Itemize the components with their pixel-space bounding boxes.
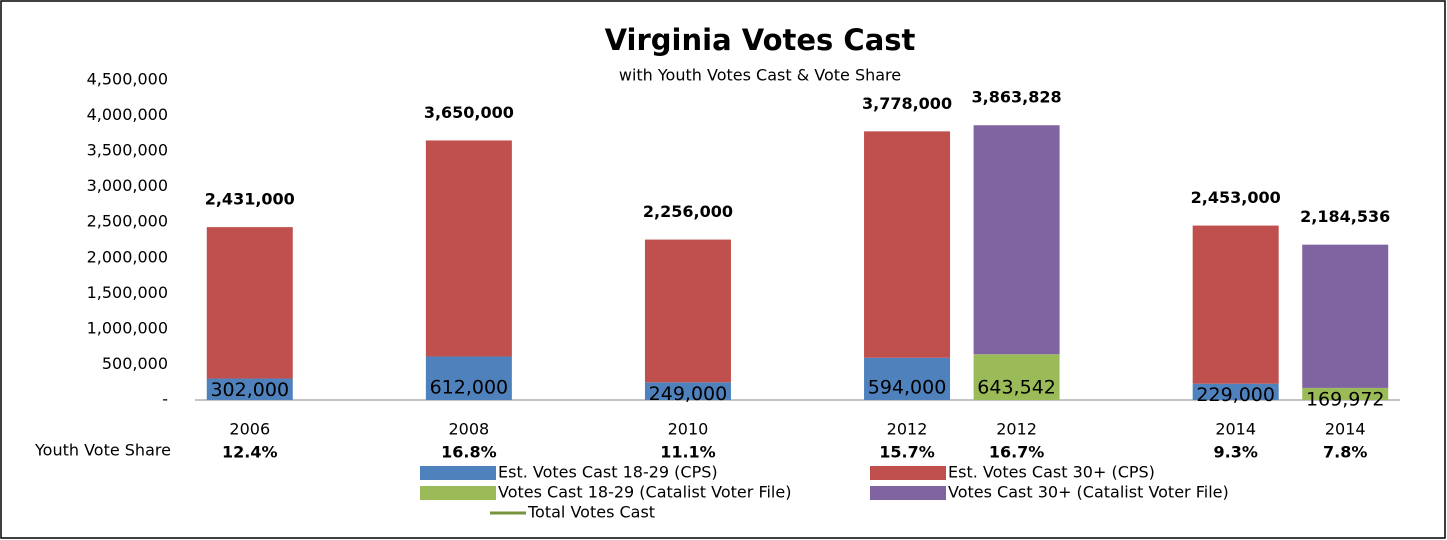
x-tick-label: 2012 [996,420,1037,439]
legend-label: Votes Cast 18-29 (Catalist Voter File) [498,483,791,502]
legend-swatch [420,466,496,480]
total-label: 2,256,000 [643,202,733,221]
share-label: 11.1% [660,443,716,462]
legend-label: Votes Cast 30+ (Catalist Voter File) [948,483,1229,502]
bar [1302,244,1389,388]
x-tick-label: 2014 [1215,420,1256,439]
y-tick-label: 3,500,000 [87,141,168,160]
bar-value-label: 229,000 [1196,384,1275,406]
y-tick-label: 3,000,000 [87,176,168,195]
share-label: 16.7% [989,443,1045,462]
bar [425,356,512,400]
share-row-label: Youth Vote Share [34,441,171,460]
bar [1192,383,1279,400]
bar [425,140,512,357]
bar [973,125,1060,355]
bar [644,382,731,400]
bar-value-label: 612,000 [430,377,509,399]
y-tick-label: 1,500,000 [87,283,168,302]
y-tick-label: 500,000 [102,354,168,373]
total-label: 2,453,000 [1191,188,1281,207]
x-tick-label: 2006 [229,420,270,439]
bar [864,357,951,400]
legend-swatch [870,466,946,480]
legend-label: Total Votes Cast [527,503,655,522]
bar [1302,387,1389,400]
share-label: 16.8% [441,443,497,462]
total-label: 3,650,000 [424,103,514,122]
share-label: 12.4% [222,443,278,462]
chart-title: Virginia Votes Cast [605,23,916,57]
bar [973,354,1060,400]
y-tick-label: 4,500,000 [87,70,168,89]
bar-value-label: 169,972 [1306,388,1385,410]
legend-swatch [870,486,946,500]
y-tick-label: 2,500,000 [87,212,168,231]
bar [864,131,951,358]
share-label: 9.3% [1213,443,1257,462]
bar [206,227,293,379]
total-label: 2,184,536 [1300,207,1390,226]
legend-swatch [420,486,496,500]
bar-value-label: 302,000 [210,379,289,401]
y-tick-label: - [162,390,168,409]
bar [1192,225,1279,384]
x-tick-label: 2010 [668,420,709,439]
share-label: 15.7% [879,443,935,462]
total-label: 3,778,000 [862,94,952,113]
total-label: 2,431,000 [205,190,295,209]
x-tick-label: 2014 [1325,420,1366,439]
y-tick-label: 4,000,000 [87,105,168,124]
legend-label: Est. Votes Cast 30+ (CPS) [948,463,1155,482]
x-tick-label: 2008 [449,420,490,439]
bar [644,239,731,383]
chart-subtitle: with Youth Votes Cast & Vote Share [619,66,901,85]
total-label: 3,863,828 [972,88,1062,107]
bar-value-label: 643,542 [977,377,1056,399]
legend-label: Est. Votes Cast 18-29 (CPS) [498,463,718,482]
y-tick-label: 2,000,000 [87,247,168,266]
bar [206,378,293,400]
share-label: 7.8% [1323,443,1367,462]
y-tick-label: 1,000,000 [87,318,168,337]
x-tick-label: 2012 [887,420,928,439]
bar-value-label: 249,000 [649,383,728,405]
bar-value-label: 594,000 [868,377,947,399]
